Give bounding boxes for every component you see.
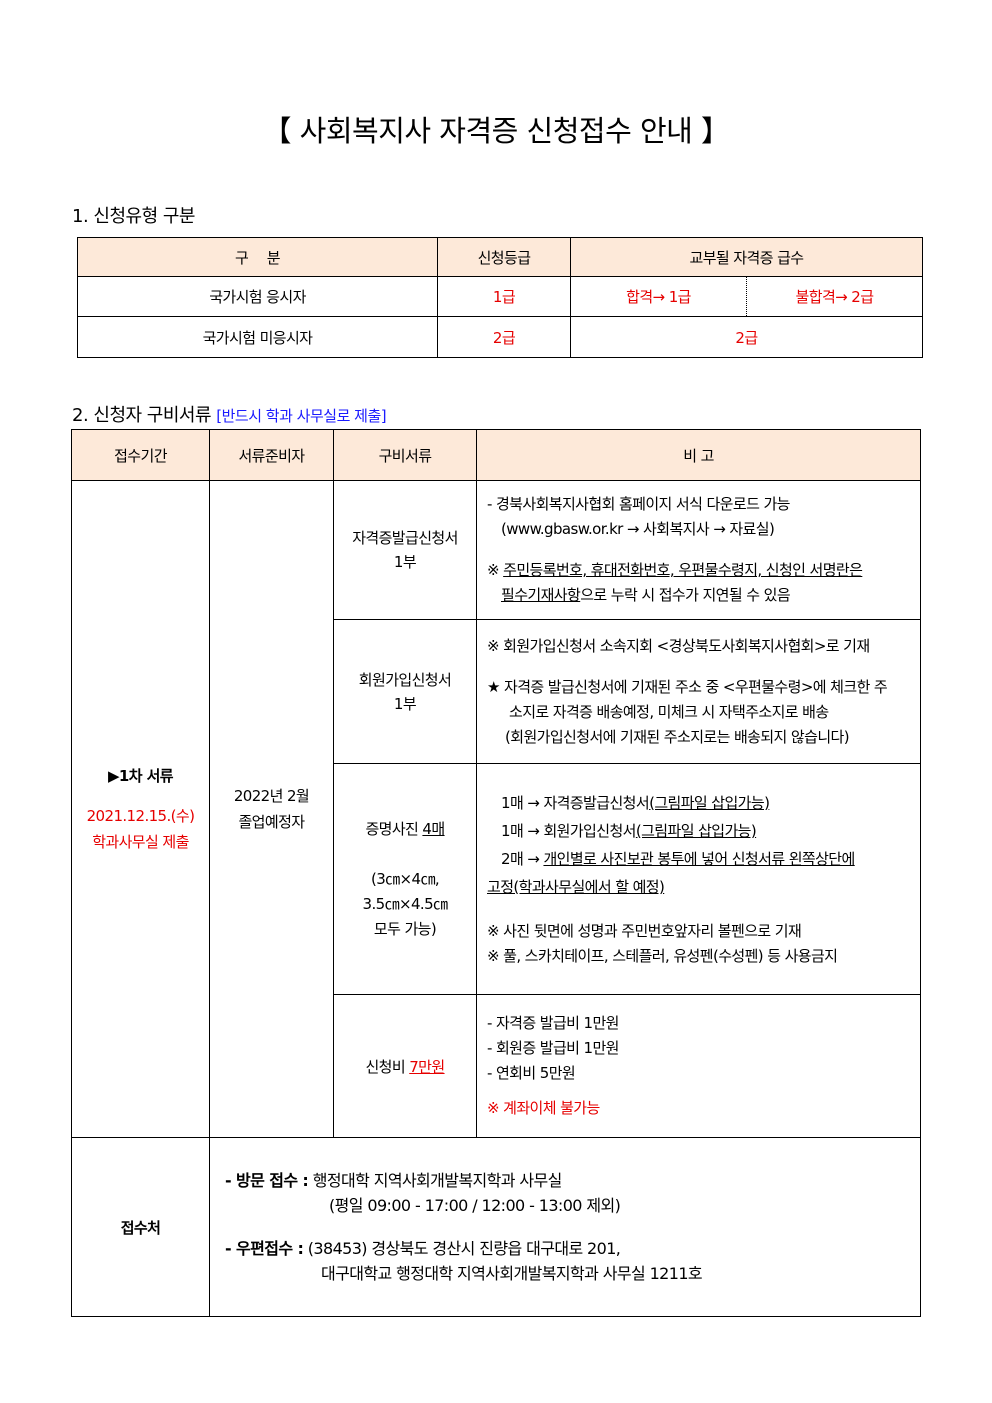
row-type: 국가시험 응시자	[77, 276, 438, 317]
visit-line: - 방문 접수 : 행정대학 지역사회개발복지학과 사무실	[225, 1168, 910, 1193]
note-mark: ※	[487, 561, 504, 579]
header-period: 접수기간	[71, 429, 210, 481]
mail-line: - 우편접수 : (38453) 경상북도 경산시 진량읍 대구대로 201,	[225, 1236, 910, 1261]
note-line: - 회원증 발급비 1만원	[487, 1039, 619, 1057]
note-line: ※ 주민등록번호, 휴대전화번호, 우편물수령지, 신청인 서명란은	[487, 558, 910, 583]
note-line: (www.gbasw.or.kr → 사회복지사 → 자료실)	[501, 520, 775, 538]
header-issued: 교부될 자격증 급수	[570, 237, 923, 277]
doc-name-text: 신청비	[365, 1057, 410, 1076]
doc-name-line: 증명사진 4매	[334, 817, 476, 842]
photo-size: 3.5㎝×4.5㎝	[362, 894, 448, 913]
mail-label: - 우편접수 :	[225, 1239, 304, 1258]
header-remarks: 비 고	[476, 429, 921, 481]
mail-address: 대구대학교 행정대학 지역사회개발복지학과 사무실 1211호	[321, 1264, 703, 1283]
row-pass: 합격→ 1급	[570, 276, 747, 317]
note-line: 1매 → 회원가입신청서(그림파일 삽입가능)	[487, 817, 910, 845]
visit-hours: (평일 09:00 - 17:00 / 12:00 - 13:00 제외)	[329, 1196, 621, 1215]
period-cell: ▶1차 서류 2021.12.15.(수) 학과사무실 제출	[71, 480, 210, 1138]
note-text: 으로 누락 시 접수가 지연될 수 있음	[580, 586, 791, 604]
period-place: 학과사무실 제출	[92, 833, 189, 851]
preparer-line: 2022년 2월	[233, 787, 310, 805]
note-line: 2매 → 개인별로 사진보관 봉투에 넣어 신청서류 왼쪽상단에	[487, 845, 910, 873]
header-preparer: 서류준비자	[209, 429, 334, 481]
doc-name: 신청비 7만원	[333, 994, 477, 1138]
note-text: 개인별로 사진보관 봉투에 넣어 신청서류 왼쪽상단에	[543, 850, 855, 868]
doc-name: 회원가입신청서 1부	[333, 619, 477, 764]
fee-amount: 7만원	[409, 1057, 445, 1076]
note-line: - 연회비 5만원	[487, 1064, 576, 1082]
row-fail: 불합격→ 2급	[746, 276, 923, 317]
receipt-info: - 방문 접수 : 행정대학 지역사회개발복지학과 사무실 (평일 09:00 …	[209, 1137, 921, 1317]
mail-address: (38453) 경상북도 경산시 진량읍 대구대로 201,	[307, 1239, 621, 1258]
row-grade: 1급	[437, 276, 571, 317]
header-docs: 구비서류	[333, 429, 477, 481]
doc-name: 증명사진 4매 (3㎝×4㎝, 3.5㎝×4.5㎝ 모두 가능)	[333, 763, 477, 995]
note-line: 1매 → 자격증발급신청서(그림파일 삽입가능)	[487, 789, 910, 817]
doc-name-line: 회원가입신청서	[358, 670, 452, 689]
note-line: ※ 계좌이체 불가능	[487, 1099, 600, 1117]
row-result: 2급	[570, 316, 923, 358]
doc-count: 4매	[422, 819, 445, 838]
period-date: 2021.12.15.(수)	[86, 807, 195, 825]
note-text: 주민등록번호, 휴대전화번호, 우편물수령지, 신청인 서명란은	[503, 561, 863, 579]
row-type: 국가시험 미응시자	[77, 316, 438, 358]
doc-name: 자격증발급신청서 1부	[333, 480, 477, 620]
section2-title: 2. 신청자 구비서류	[72, 405, 212, 426]
note-line: - 경북사회복지사협회 홈페이지 서식 다운로드 가능	[487, 495, 790, 513]
note-line: 필수기재사항으로 누락 시 접수가 지연될 수 있음	[487, 583, 910, 608]
note-text: 필수기재사항	[501, 586, 581, 604]
type-table: 구 분 신청등급 교부될 자격증 급수 국가시험 응시자 1급 합격→ 1급 불…	[77, 237, 923, 358]
note-line: 소지로 자격증 배송예정, 미체크 시 자택주소지로 배송	[509, 702, 829, 721]
row-grade: 2급	[437, 316, 571, 358]
visit-place: 행정대학 지역사회개발복지학과 사무실	[312, 1171, 563, 1190]
note-text: (그림파일 삽입가능)	[649, 794, 770, 812]
note-line: - 자격증 발급비 1만원	[487, 1014, 619, 1032]
page-title: 【 사회복지사 자격증 신청접수 안내 】	[262, 114, 730, 148]
note-line: ※ 회원가입신청서 소속지회 <경상북도사회복지사협회>로 기재	[487, 636, 870, 655]
header-grade: 신청등급	[437, 237, 571, 277]
note-text: 1매 → 자격증발급신청서	[501, 794, 650, 812]
docs-table: 접수기간 서류준비자 구비서류 비 고 ▶1차 서류 2021.12.15.(수…	[71, 429, 921, 1317]
section2-note: [반드시 학과 사무실로 제출]	[216, 407, 387, 425]
photo-size: 모두 가능)	[373, 919, 437, 938]
doc-notes: 1매 → 자격증발급신청서(그림파일 삽입가능) 1매 → 회원가입신청서(그림…	[476, 763, 921, 995]
note-line: ※ 풀, 스카치테이프, 스테플러, 유성펜(수성펜) 등 사용금지	[487, 947, 838, 965]
doc-notes: - 경북사회복지사협회 홈페이지 서식 다운로드 가능 (www.gbasw.o…	[476, 480, 921, 620]
visit-label: - 방문 접수 :	[225, 1171, 309, 1190]
section1-heading: 1. 신청유형 구분	[72, 206, 195, 227]
doc-name-line: 신청비 7만원	[334, 1056, 476, 1077]
doc-notes: ※ 회원가입신청서 소속지회 <경상북도사회복지사협회>로 기재 ★ 자격증 발…	[476, 619, 921, 764]
note-line: (회원가입신청서에 기재된 주소지로는 배송되지 않습니다)	[505, 727, 850, 746]
section2-heading: 2. 신청자 구비서류 [반드시 학과 사무실로 제출]	[72, 401, 387, 427]
note-line: 고정(학과사무실에서 할 예정)	[487, 878, 665, 896]
doc-name-text: 증명사진	[365, 819, 423, 838]
note-text: 1매 → 회원가입신청서	[501, 822, 636, 840]
doc-count: 1부	[393, 694, 417, 713]
doc-notes: - 자격증 발급비 1만원 - 회원증 발급비 1만원 - 연회비 5만원 ※ …	[476, 994, 921, 1138]
doc-count: 1부	[393, 553, 417, 571]
note-text: (그림파일 삽입가능)	[635, 822, 757, 840]
preparer-cell: 2022년 2월 졸업예정자	[209, 480, 334, 1138]
note-text: 2매 →	[501, 850, 544, 868]
photo-size: (3㎝×4㎝,	[370, 869, 440, 888]
note-line: ★ 자격증 발급신청서에 기재된 주소 중 <우편물수령>에 체크한 주	[487, 677, 888, 696]
period-label: ▶1차 서류	[108, 767, 174, 785]
receipt-label: 접수처	[71, 1137, 210, 1317]
header-type: 구 분	[77, 237, 438, 277]
note-line: ※ 사진 뒷면에 성명과 주민번호앞자리 볼펜으로 기재	[487, 922, 802, 940]
doc-name-line: 자격증발급신청서	[352, 529, 458, 547]
preparer-line: 졸업예정자	[238, 813, 305, 831]
